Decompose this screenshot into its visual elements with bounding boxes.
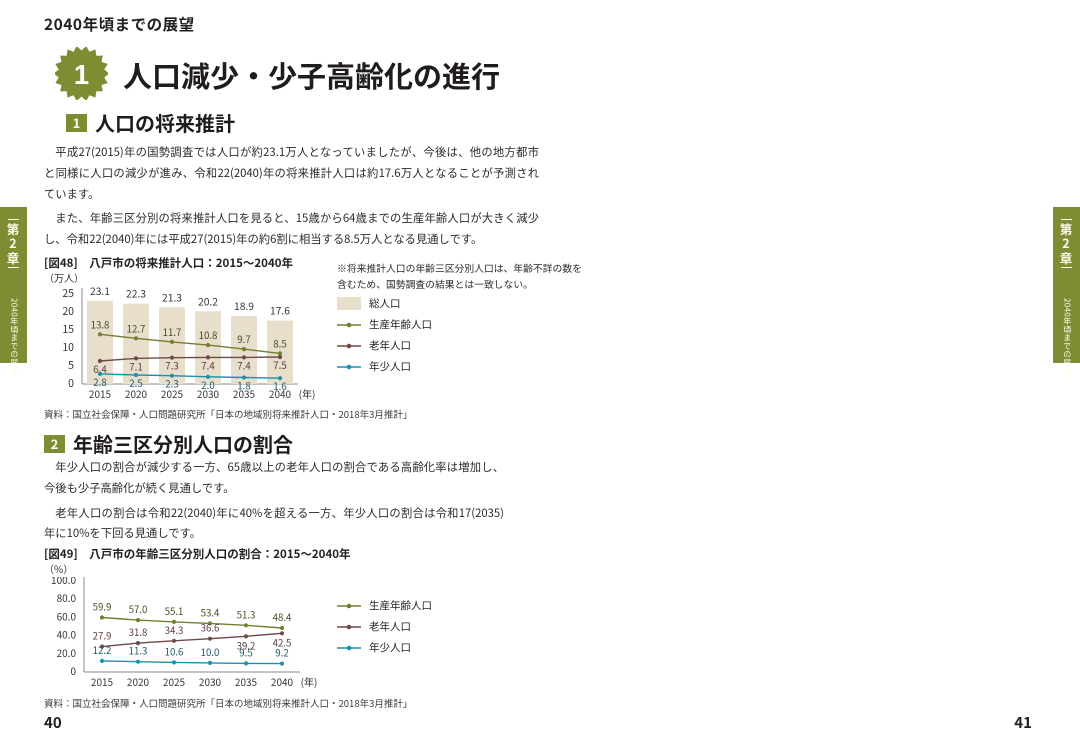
svg-text:7.4: 7.4 bbox=[237, 358, 251, 372]
svg-text:7.3: 7.3 bbox=[165, 359, 178, 373]
svg-text:9.2: 9.2 bbox=[275, 646, 288, 660]
svg-text:2.0: 2.0 bbox=[201, 378, 214, 392]
svg-text:10.6: 10.6 bbox=[165, 644, 184, 658]
svg-text:12.2: 12.2 bbox=[93, 643, 112, 657]
svg-text:20.2: 20.2 bbox=[198, 293, 218, 308]
svg-text:1.6: 1.6 bbox=[273, 379, 286, 393]
svg-text:2035: 2035 bbox=[235, 674, 258, 689]
svg-text:0: 0 bbox=[68, 376, 74, 391]
svg-text:10.0: 10.0 bbox=[201, 645, 220, 659]
svg-text:10: 10 bbox=[62, 340, 74, 355]
svg-text:55.1: 55.1 bbox=[165, 604, 184, 618]
svg-text:10.8: 10.8 bbox=[199, 328, 218, 342]
svg-text:31.8: 31.8 bbox=[129, 625, 148, 639]
svg-text:60.0: 60.0 bbox=[57, 608, 77, 623]
svg-text:7.1: 7.1 bbox=[129, 359, 142, 373]
svg-text:48.4: 48.4 bbox=[273, 610, 292, 624]
svg-text:1.8: 1.8 bbox=[237, 379, 250, 393]
svg-text:2030: 2030 bbox=[199, 674, 222, 689]
svg-text:20: 20 bbox=[62, 304, 74, 319]
svg-text:2040: 2040 bbox=[271, 674, 294, 689]
svg-text:(年): (年) bbox=[301, 674, 318, 689]
svg-text:23.1: 23.1 bbox=[90, 286, 110, 298]
svg-text:2025: 2025 bbox=[163, 674, 186, 689]
svg-text:11.7: 11.7 bbox=[163, 325, 182, 339]
svg-text:100.0: 100.0 bbox=[51, 577, 76, 587]
svg-text:7.4: 7.4 bbox=[201, 358, 215, 372]
svg-text:22.3: 22.3 bbox=[126, 286, 146, 301]
svg-text:11.3: 11.3 bbox=[129, 644, 148, 658]
svg-text:9.7: 9.7 bbox=[237, 332, 250, 346]
svg-text:15: 15 bbox=[62, 322, 74, 337]
svg-text:17.6: 17.6 bbox=[270, 303, 290, 318]
svg-text:51.3: 51.3 bbox=[237, 607, 256, 621]
svg-text:12.7: 12.7 bbox=[127, 321, 146, 335]
svg-text:2020: 2020 bbox=[127, 674, 150, 689]
svg-text:2.3: 2.3 bbox=[165, 377, 178, 391]
svg-text:8.5: 8.5 bbox=[273, 336, 286, 350]
svg-text:21.3: 21.3 bbox=[162, 289, 182, 304]
svg-text:2.5: 2.5 bbox=[129, 376, 142, 390]
svg-text:1: 1 bbox=[74, 59, 89, 90]
svg-text:(年): (年) bbox=[299, 386, 316, 401]
svg-text:0: 0 bbox=[70, 663, 76, 678]
svg-text:40.0: 40.0 bbox=[57, 627, 77, 642]
svg-text:18.9: 18.9 bbox=[234, 298, 254, 313]
svg-text:53.4: 53.4 bbox=[201, 605, 220, 619]
svg-text:36.6: 36.6 bbox=[201, 621, 220, 635]
svg-text:9.5: 9.5 bbox=[239, 645, 252, 659]
svg-text:20.0: 20.0 bbox=[57, 645, 77, 660]
svg-text:80.0: 80.0 bbox=[57, 590, 77, 605]
svg-text:13.8: 13.8 bbox=[91, 317, 110, 331]
svg-text:2.8: 2.8 bbox=[93, 375, 106, 389]
svg-text:59.9: 59.9 bbox=[93, 600, 112, 614]
svg-text:57.0: 57.0 bbox=[129, 602, 148, 616]
svg-text:2015: 2015 bbox=[91, 674, 114, 689]
svg-text:34.3: 34.3 bbox=[165, 623, 184, 637]
svg-text:7.5: 7.5 bbox=[273, 358, 286, 372]
svg-text:6.4: 6.4 bbox=[93, 362, 107, 376]
svg-text:27.9: 27.9 bbox=[93, 629, 112, 643]
svg-text:5: 5 bbox=[68, 358, 74, 373]
svg-text:25: 25 bbox=[62, 286, 74, 301]
